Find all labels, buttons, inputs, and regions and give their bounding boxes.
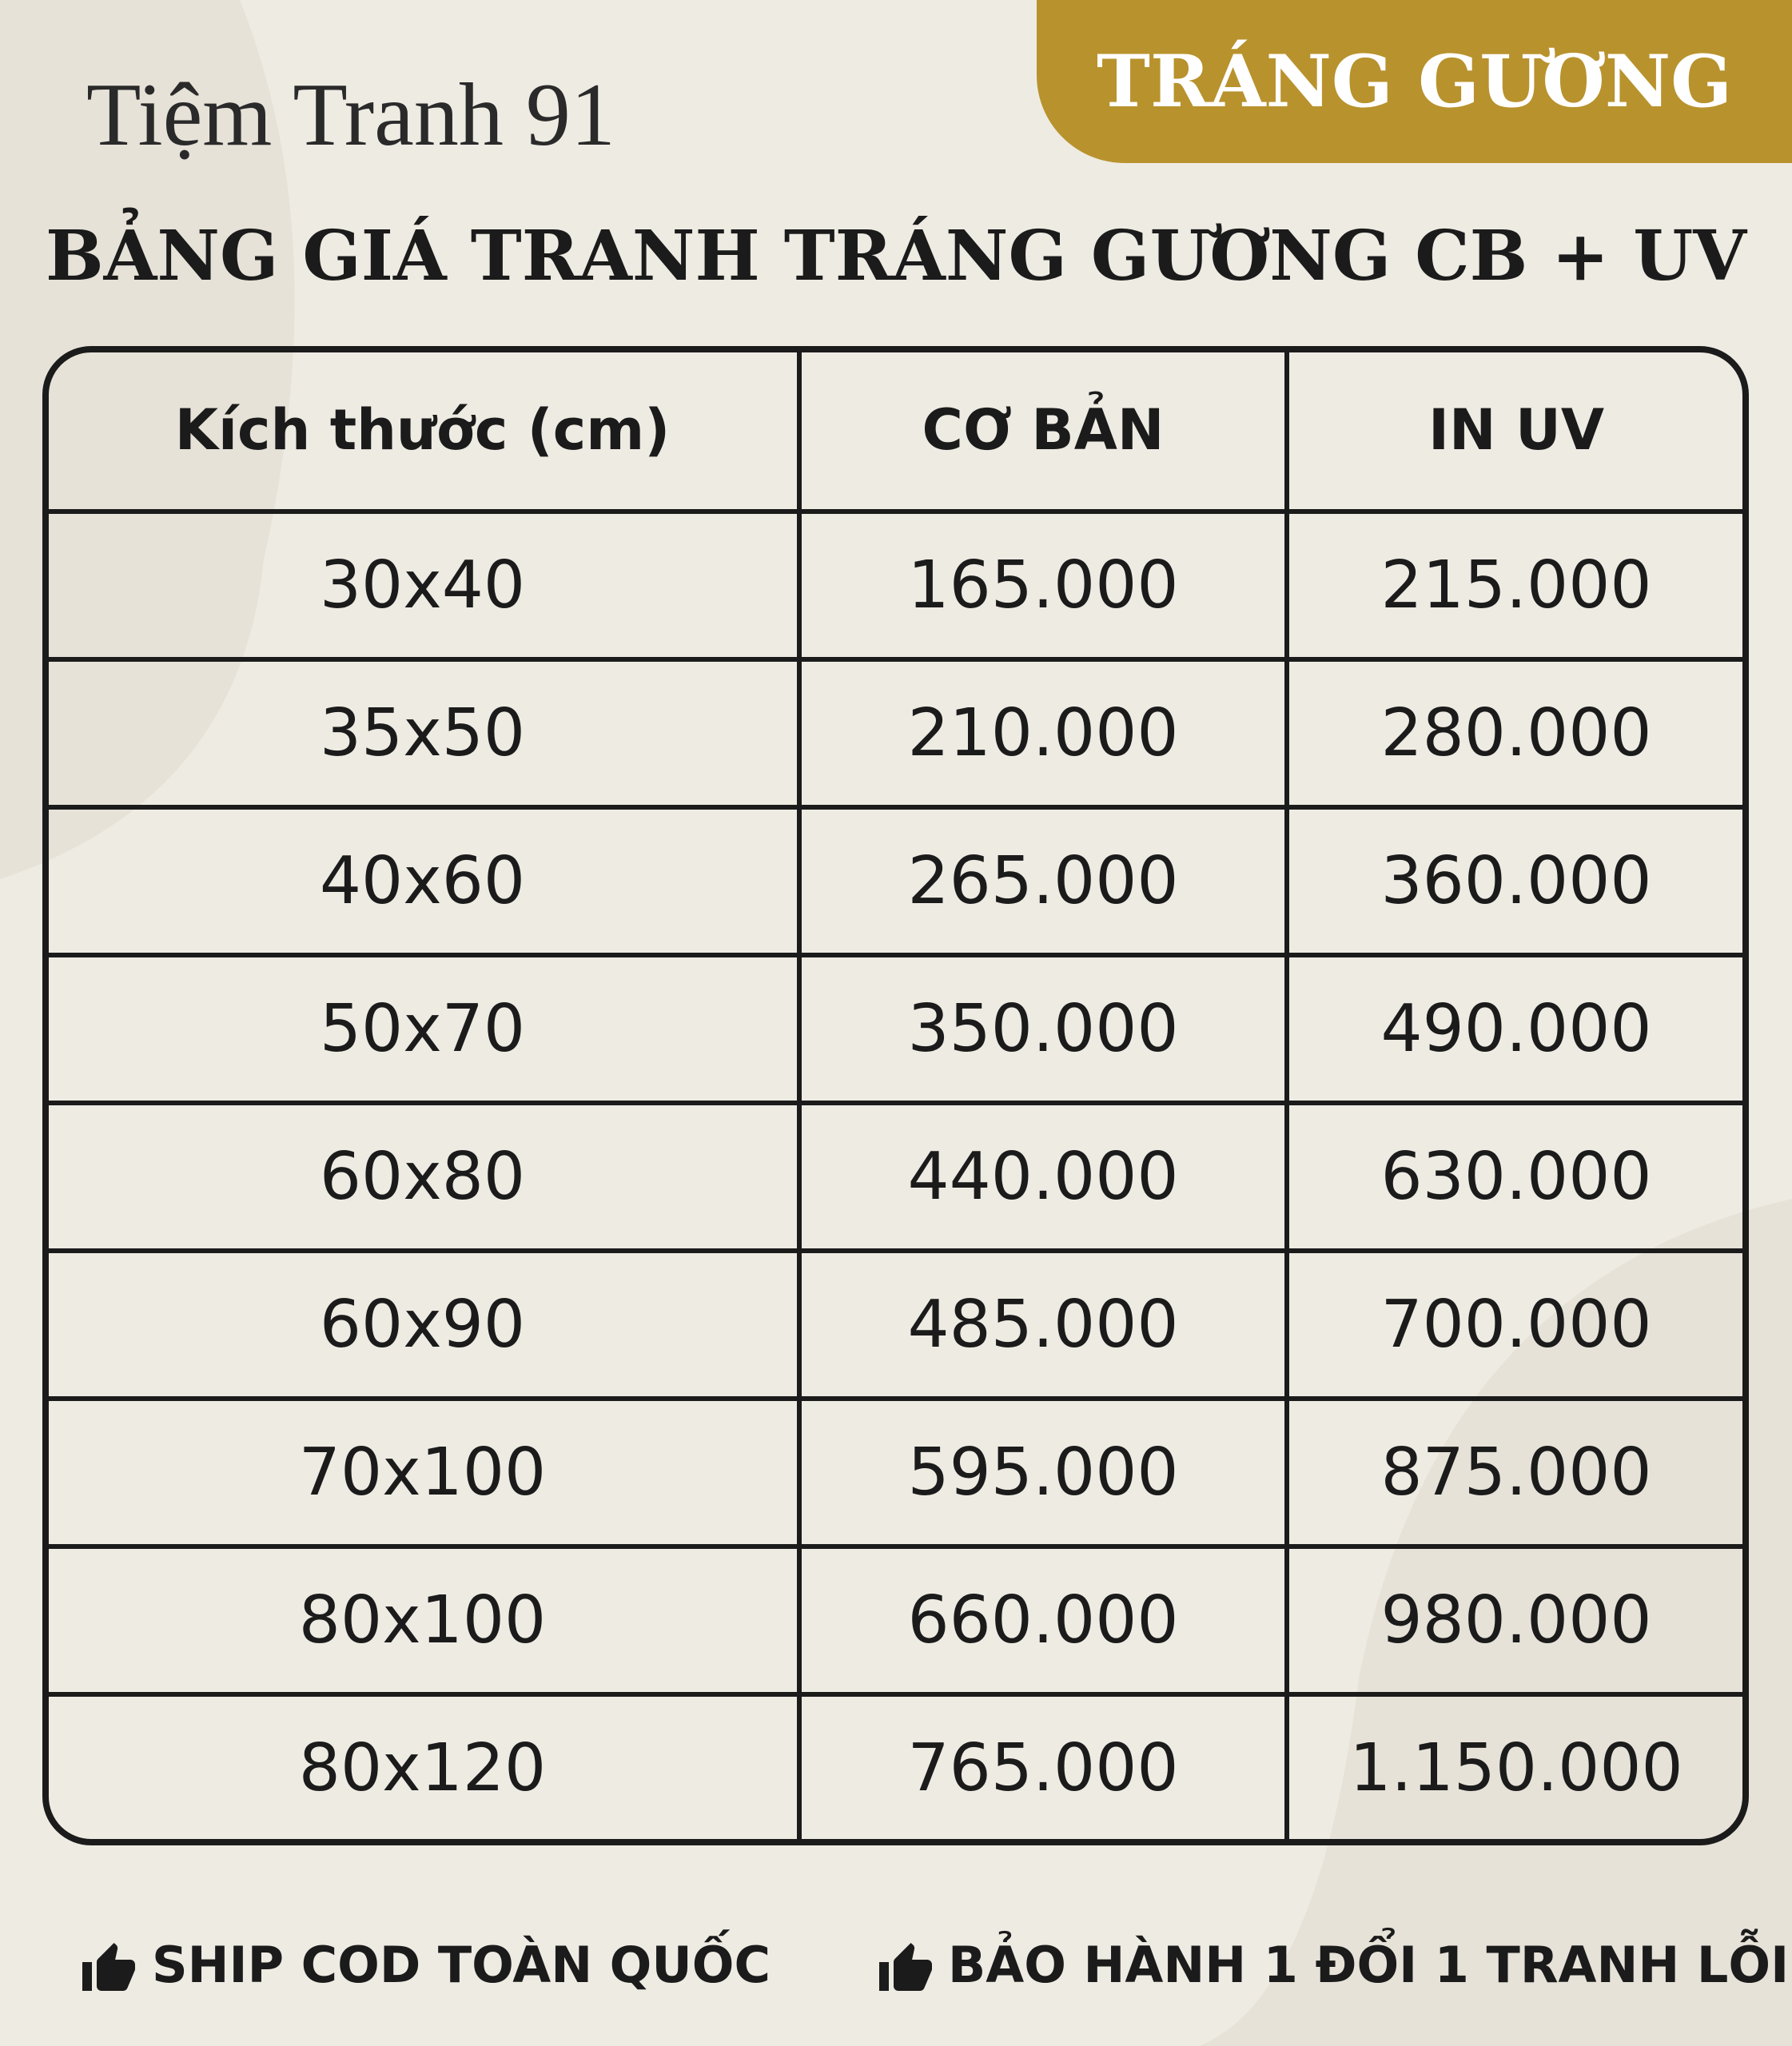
table-cell: 265.000 [907, 843, 1179, 919]
table-cell: 35x50 [319, 695, 526, 771]
table-cell: 485.000 [907, 1287, 1179, 1363]
table-cell: 980.000 [1380, 1582, 1652, 1658]
table-cell: 595.000 [907, 1435, 1179, 1511]
column-header: Kích thước (cm) [174, 397, 671, 463]
table-cell: 660.000 [907, 1582, 1179, 1658]
thumbs-up-icon [82, 1943, 135, 1991]
table-cell: 765.000 [907, 1730, 1179, 1806]
brand: Tiệm Tranh 91 [86, 66, 615, 165]
table-cell: 700.000 [1380, 1287, 1652, 1363]
table-cell: 210.000 [907, 695, 1179, 771]
table-cell: 350.000 [907, 991, 1179, 1067]
table-cell: 1.150.000 [1349, 1730, 1683, 1806]
title: BẢNG GIÁ TRANH TRÁNG GƯƠNG CB + UV [45, 216, 1747, 297]
table-cell: 80x120 [298, 1730, 547, 1806]
thumbs-up-icon [879, 1943, 932, 1991]
column-header: IN UV [1428, 397, 1604, 463]
footer-item: SHIP COD TOÀN QUỐC [152, 1936, 771, 1994]
table-cell: 490.000 [1380, 991, 1652, 1067]
column-header: CƠ BẢN [922, 397, 1165, 463]
table-cell: 630.000 [1380, 1139, 1652, 1215]
table-cell: 215.000 [1380, 547, 1652, 623]
footer-item: BẢO HÀNH 1 ĐỔI 1 TRANH LỖI [948, 1936, 1790, 1994]
table-cell: 40x60 [319, 843, 526, 919]
table-cell: 80x100 [298, 1582, 547, 1658]
badge [1037, 0, 1792, 163]
table-cell: 60x80 [319, 1139, 526, 1215]
table-cell: 165.000 [907, 547, 1179, 623]
table-cell: 875.000 [1380, 1435, 1652, 1511]
badge-text: TRÁNG GƯƠNG [1097, 39, 1732, 124]
table-cell: 360.000 [1380, 843, 1652, 919]
table-cell: 280.000 [1380, 695, 1652, 771]
table-border [42, 346, 1749, 1845]
table-cell: 50x70 [319, 991, 526, 1067]
table-cell: 30x40 [319, 547, 526, 623]
table-cell: 60x90 [319, 1287, 526, 1363]
table-cell: 70x100 [298, 1435, 547, 1511]
table-cell: 440.000 [907, 1139, 1179, 1215]
